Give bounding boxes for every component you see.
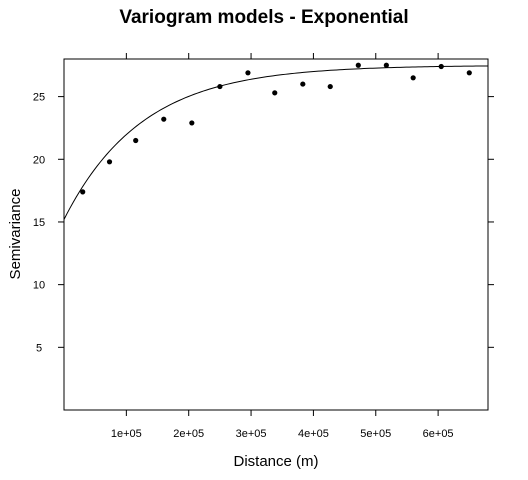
points-layer: [80, 62, 472, 195]
x-axis-label: Distance (m): [233, 453, 318, 470]
chart-title: Variogram models - Exponential: [119, 7, 408, 28]
x-tick-label: 1e+05: [111, 428, 142, 440]
data-point: [355, 62, 361, 68]
data-point: [133, 137, 139, 144]
y-axis-label: Semivariance: [7, 189, 24, 280]
plot-frame: [63, 58, 489, 411]
data-point: [383, 62, 389, 68]
data-point: [80, 189, 86, 195]
data-point: [272, 90, 278, 96]
y-tick-label: 15: [33, 217, 45, 229]
y-tick-label: 5: [36, 342, 42, 354]
data-point: [410, 75, 416, 81]
x-tick-label: 5e+05: [360, 428, 391, 440]
x-axis: 1e+05 2e+05 3e+05 4e+05 5e+05 6e+05: [111, 53, 454, 440]
data-point: [161, 116, 167, 122]
x-tick-label: 2e+05: [173, 428, 204, 440]
data-point: [300, 81, 306, 87]
x-tick-label: 4e+05: [298, 428, 329, 440]
model-line: [63, 65, 489, 220]
data-point: [466, 70, 472, 76]
x-tick-label: 3e+05: [236, 428, 267, 440]
data-point: [106, 159, 113, 165]
x-tick-label: 6e+05: [423, 428, 454, 440]
data-point: [438, 63, 444, 70]
y-tick-label: 25: [33, 92, 45, 104]
y-tick-label: 20: [33, 154, 45, 166]
data-point: [217, 83, 223, 90]
data-point: [189, 120, 195, 126]
data-point: [245, 70, 251, 76]
model-line-layer: [63, 65, 489, 220]
y-tick-label: 10: [33, 280, 45, 292]
y-axis: 5 10 15 20 25: [33, 92, 494, 354]
data-point: [327, 83, 333, 90]
